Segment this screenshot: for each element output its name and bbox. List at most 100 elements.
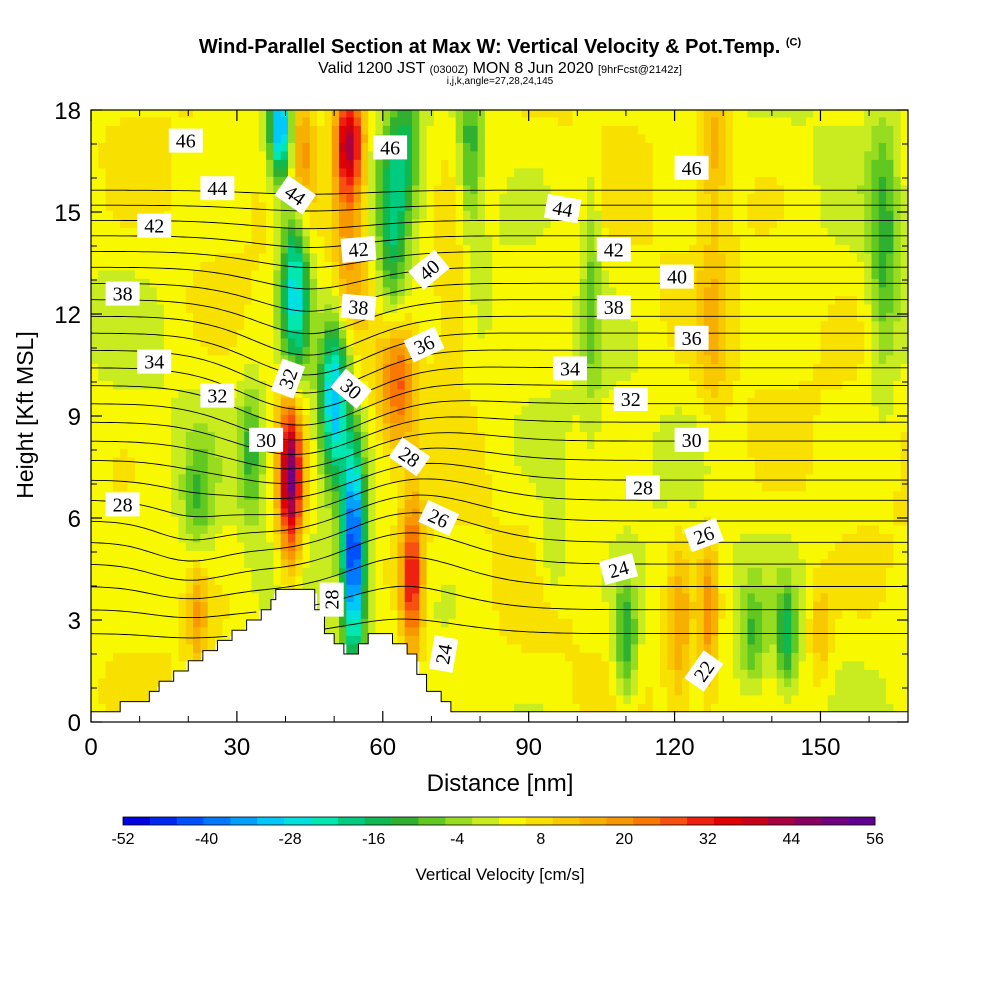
field-cell [98, 448, 107, 458]
field-cell [550, 524, 559, 534]
field-cell [441, 371, 449, 381]
field-cell [236, 465, 245, 475]
field-cell [353, 201, 362, 211]
field-cell [149, 405, 158, 415]
field-cell [266, 286, 274, 296]
field-cell [528, 371, 537, 381]
field-cell [616, 669, 625, 679]
field-cell [368, 448, 377, 458]
field-cell [623, 176, 632, 186]
field-cell [288, 159, 296, 169]
field-cell [528, 507, 537, 517]
field-cell [579, 201, 588, 211]
field-cell [477, 567, 486, 577]
field-cell [594, 329, 603, 339]
field-cell [229, 499, 238, 509]
field-cell [266, 329, 274, 339]
field-cell [360, 125, 369, 135]
field-cell [236, 193, 245, 203]
field-cell [623, 533, 632, 543]
field-cell [441, 388, 449, 398]
field-cell [98, 482, 107, 492]
field-cell [557, 652, 566, 662]
field-cell [266, 269, 274, 279]
field-cell [587, 125, 595, 135]
field-cell [127, 320, 136, 330]
field-cell [463, 456, 471, 466]
field-cell [368, 346, 377, 356]
field-cell [543, 626, 552, 636]
field-cell [514, 176, 522, 186]
field-cell [215, 448, 223, 458]
field-cell [499, 303, 508, 313]
field-cell [360, 363, 369, 373]
field-cell [587, 337, 595, 347]
field-cell [557, 125, 566, 135]
field-cell [375, 320, 384, 330]
field-cell [346, 414, 355, 424]
field-cell [244, 346, 253, 356]
field-cell [112, 252, 121, 262]
field-cell [484, 567, 493, 577]
field-cell [477, 184, 486, 194]
field-cell [215, 533, 223, 543]
field-cell [587, 201, 595, 211]
field-cell [127, 167, 136, 177]
field-cell [112, 575, 121, 585]
field-cell [324, 422, 333, 432]
field-cell [492, 269, 501, 279]
field-cell [565, 337, 574, 347]
field-cell [127, 516, 136, 526]
field-cell [477, 499, 486, 509]
field-cell [331, 388, 340, 398]
field-cell [98, 524, 107, 534]
field-cell [375, 371, 384, 381]
field-cell [594, 473, 603, 483]
field-cell [193, 482, 201, 492]
field-cell [280, 227, 289, 237]
field-cell [163, 201, 172, 211]
field-cell [492, 303, 501, 313]
field-cell [273, 490, 282, 500]
field-cell [375, 269, 384, 279]
field-cell [353, 609, 362, 619]
field-cell [579, 388, 588, 398]
field-cell [331, 431, 340, 441]
field-cell [608, 176, 617, 186]
field-cell [630, 601, 639, 611]
field-cell [207, 431, 216, 441]
field-cell [244, 193, 253, 203]
field-cell [477, 584, 486, 594]
field-cell [536, 456, 544, 466]
field-cell [91, 584, 99, 594]
field-cell [229, 584, 238, 594]
field-cell [557, 244, 566, 254]
field-cell [419, 652, 428, 662]
field-cell [339, 167, 347, 177]
field-cell [171, 252, 180, 262]
field-cell [390, 337, 398, 347]
field-cell [550, 448, 559, 458]
field-cell [608, 482, 617, 492]
field-cell [390, 329, 398, 339]
field-cell [499, 456, 508, 466]
field-cell [200, 431, 209, 441]
field-cell [229, 295, 238, 305]
field-cell [608, 405, 617, 415]
field-cell [587, 703, 595, 712]
field-cell [244, 405, 253, 415]
field-cell [229, 346, 238, 356]
field-cell [492, 541, 501, 551]
field-cell [185, 626, 194, 636]
field-cell [608, 201, 617, 211]
field-cell [448, 499, 457, 509]
field-cell [134, 337, 143, 347]
field-cell [557, 601, 566, 611]
field-cell [521, 431, 530, 441]
field-cell [463, 159, 471, 169]
field-cell [360, 397, 369, 407]
field-cell [390, 278, 398, 288]
field-cell [601, 431, 610, 441]
field-cell [105, 380, 114, 390]
field-cell [470, 303, 479, 313]
